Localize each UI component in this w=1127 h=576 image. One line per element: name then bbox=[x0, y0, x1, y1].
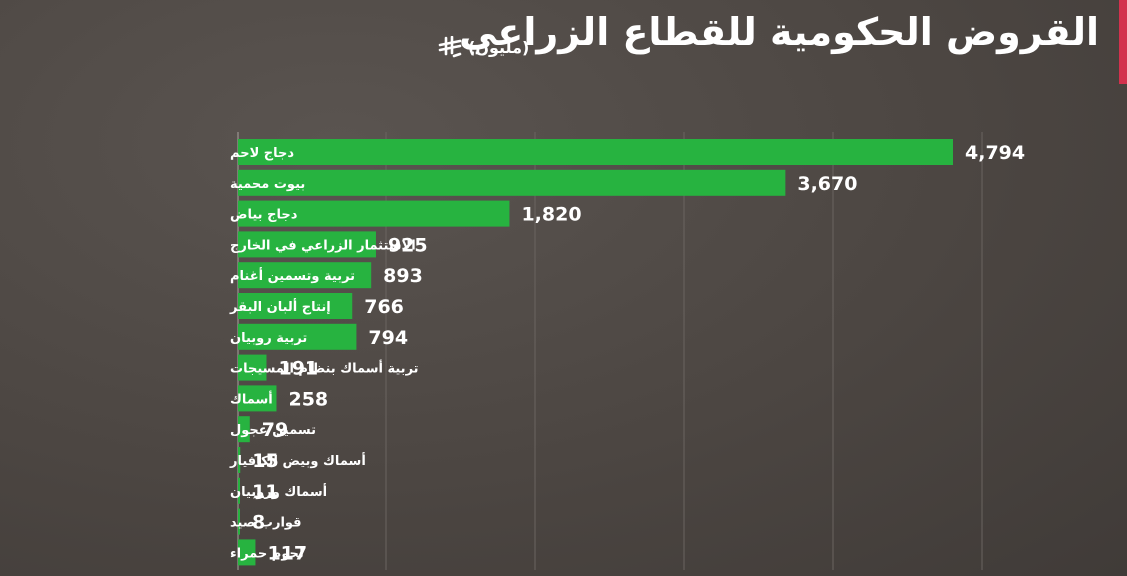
bar bbox=[238, 508, 240, 535]
bar bbox=[238, 416, 250, 443]
bar bbox=[238, 231, 376, 258]
unit-text: (مليون) bbox=[468, 37, 530, 57]
bar bbox=[238, 323, 357, 350]
category-label: تربية روبيان bbox=[230, 331, 307, 346]
value-label: 79 bbox=[262, 419, 288, 441]
bar bbox=[238, 354, 267, 381]
value-label: 766 bbox=[364, 296, 404, 318]
value-label: 11 bbox=[252, 481, 278, 503]
category-label: لحوم حمراء bbox=[230, 546, 304, 561]
category-label: إنتاج ألبان البقر bbox=[229, 298, 331, 315]
category-label: أسماك وروبيان bbox=[230, 483, 327, 500]
bar bbox=[238, 539, 256, 566]
chart-title: القروض الحكومية للقطاع الزراعي bbox=[458, 10, 1099, 54]
bar bbox=[238, 200, 510, 227]
category-label: الاستثمار الزراعي في الخارج bbox=[230, 238, 416, 253]
value-label: 117 bbox=[267, 542, 307, 564]
bar bbox=[238, 139, 953, 165]
bar bbox=[238, 477, 240, 504]
value-label: 8 bbox=[252, 512, 265, 534]
category-label: تسمين عجول bbox=[230, 423, 316, 438]
category-label: دجاج بياض bbox=[230, 208, 298, 223]
value-label: 3,670 bbox=[797, 173, 857, 195]
saudi-riyal-icon bbox=[438, 36, 462, 58]
category-label: تربية وتسمين أغنام bbox=[230, 267, 355, 284]
value-label: 794 bbox=[368, 327, 408, 349]
bar bbox=[238, 169, 786, 196]
value-label: 925 bbox=[388, 234, 428, 256]
category-label: بيوت محمية bbox=[230, 177, 305, 192]
category-label: قوارب صيد bbox=[230, 516, 302, 531]
bar bbox=[238, 385, 277, 412]
value-label: 15 bbox=[252, 450, 278, 472]
value-label: 258 bbox=[288, 388, 328, 410]
bar bbox=[238, 293, 353, 319]
category-label: أسماك bbox=[230, 390, 273, 407]
accent-bar bbox=[1119, 0, 1127, 84]
bar bbox=[238, 262, 372, 289]
category-label: دجاج لاحم bbox=[230, 146, 294, 161]
category-label: أسماك وبيض الكافيار bbox=[229, 452, 366, 469]
value-label: 1,820 bbox=[521, 204, 581, 226]
bar bbox=[238, 447, 241, 473]
value-label: 191 bbox=[278, 358, 318, 380]
value-label: 4,794 bbox=[965, 142, 1025, 164]
unit-label: (مليون) bbox=[438, 36, 529, 58]
category-label: تربية أسماك بنظام المسيجات bbox=[230, 360, 419, 377]
value-label: 893 bbox=[383, 265, 423, 287]
